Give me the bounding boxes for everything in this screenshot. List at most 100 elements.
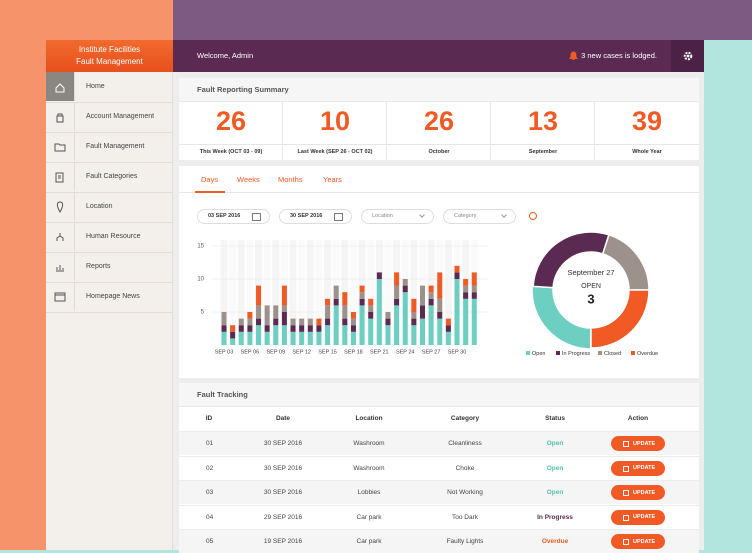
update-button[interactable]: UPDATE (611, 436, 665, 451)
tab[interactable]: Months (278, 175, 303, 184)
update-button[interactable]: UPDATE (611, 460, 665, 476)
table-cell: Faulty Lights (446, 538, 484, 545)
table-cell: Cleanliness (448, 440, 482, 447)
chart-card: Days Weeks Months Years 03 SEP 2016 30 SEP 20… (179, 166, 699, 378)
filter-input[interactable]: 30 SEP 2016 (279, 209, 352, 224)
settings-button[interactable] (671, 40, 704, 72)
bell-icon (569, 51, 578, 60)
filter-input[interactable]: Category (443, 209, 516, 224)
table-row: 05 19 SEP 2016 Car park Faulty Lights Overdu… (179, 529, 699, 553)
table-cell: Not Working (447, 489, 483, 496)
icon-shape (56, 233, 64, 241)
table-cell: 01 (206, 440, 214, 447)
sidebar-item[interactable]: Human Resource (46, 222, 172, 253)
sidebar-item[interactable]: Fault Management (46, 132, 172, 163)
bg-right (704, 40, 752, 550)
icon-cell (46, 282, 75, 311)
menu-label: Location (86, 203, 113, 210)
icon-cell (46, 72, 75, 101)
table-cell: Too Dark (451, 513, 478, 521)
bg-top (173, 0, 752, 40)
button-label: UPDATE (633, 465, 656, 471)
button-label: UPDATE (633, 538, 656, 545)
table-cell: 30 SEP 2016 (263, 440, 303, 447)
update-button[interactable]: UPDATE (611, 509, 665, 525)
menu-icon (56, 201, 64, 214)
table-cell: 29 SEP 2016 (263, 513, 303, 521)
dropdown-icon (419, 212, 425, 218)
tab[interactable]: Years (323, 175, 342, 184)
sidebar-item[interactable]: Homepage News (46, 282, 172, 313)
status: Overdue (541, 538, 569, 545)
icon-shape (56, 265, 64, 272)
menu-icon (54, 292, 66, 302)
menu-label: Human Resource (86, 233, 141, 240)
table-cell: Washroom (353, 440, 385, 447)
stat-value: 26 (423, 106, 455, 136)
icon-cell (46, 222, 75, 251)
stat-cell: 13 September (491, 102, 595, 160)
filter-text: Category (454, 213, 477, 219)
menu-label: Fault Management (86, 143, 145, 150)
tab-divider (179, 192, 699, 193)
summary-card: Fault Reporting Summary 26 This Week (OCT… (179, 78, 699, 160)
table-row: 01 30 SEP 2016 Washroom Cleanliness Open UPDA… (179, 431, 699, 455)
brand-line: Institute Facilities (78, 45, 141, 54)
stat-value: 26 (215, 106, 247, 136)
icon-shape (55, 172, 64, 183)
icon-cell (46, 252, 75, 281)
tab[interactable]: Days (201, 175, 219, 184)
table-cell: 30 SEP 2016 (263, 464, 303, 472)
sidebar-item[interactable]: Home (46, 72, 172, 103)
calendar-icon (252, 213, 261, 221)
column-header: Category (450, 415, 480, 422)
stat-cell: 26 October (387, 102, 491, 160)
stat-value: 10 (319, 106, 351, 136)
icon-cell (46, 192, 75, 221)
stat-label: October (428, 149, 450, 155)
table-cell: Car park (356, 538, 382, 545)
stat-cell: 39 Whole Year (595, 102, 699, 160)
column-header: Date (275, 415, 291, 422)
menu-label: Homepage News (86, 293, 140, 300)
app-brand: Institute Facilities Fault Management (46, 40, 173, 72)
button-label: UPDATE (633, 514, 656, 520)
edit-icon (623, 539, 629, 545)
sidebar-item[interactable]: Account Management (46, 102, 172, 133)
table-cell: 02 (206, 464, 214, 472)
sidebar: Home Account Management Fault Management Fa… (46, 72, 173, 550)
stat-value: 13 (527, 106, 559, 136)
menu-label: Account Management (86, 113, 155, 120)
stat-cell: 10 Last Week (SEP 26 - OCT 02) (283, 102, 387, 160)
status: Open (546, 464, 564, 472)
update-button[interactable]: UPDATE (611, 485, 665, 500)
menu-icon (55, 172, 64, 183)
card-title: Fault Tracking (197, 390, 248, 399)
sidebar-item[interactable]: Location (46, 192, 172, 223)
column-header: Location (355, 415, 383, 422)
update-button[interactable]: UPDATE (611, 534, 665, 549)
welcome: Welcome, Admin (197, 51, 254, 60)
search-button[interactable] (529, 212, 537, 220)
sidebar-item[interactable]: Reports (46, 252, 172, 283)
icon-shape (55, 83, 65, 93)
column-header: ID (205, 415, 213, 422)
status: In Progress (537, 513, 573, 521)
card-header: Fault Reporting Summary (179, 78, 699, 102)
stat-value: 39 (631, 106, 663, 136)
stat-label: Whole Year (632, 149, 662, 155)
sidebar-item[interactable]: Fault Categories (46, 162, 172, 193)
stat-cell: 26 This Week (OCT 03 - 09) (179, 102, 283, 160)
stat-label: September (528, 149, 558, 155)
tab[interactable]: Weeks (237, 175, 260, 184)
table-cell: Washroom (353, 464, 385, 472)
notification[interactable]: 3 new cases is lodged. (581, 51, 657, 60)
stat-label: This Week (OCT 03 - 09) (199, 149, 263, 155)
filter-input[interactable]: Location (361, 209, 434, 224)
brand-line: Fault Management (76, 57, 143, 66)
button-label: UPDATE (633, 440, 656, 447)
menu-icon (56, 265, 64, 272)
filter-text: 03 SEP 2016 (208, 213, 241, 219)
status: Open (546, 440, 564, 447)
filter-input[interactable]: 03 SEP 2016 (197, 209, 270, 224)
